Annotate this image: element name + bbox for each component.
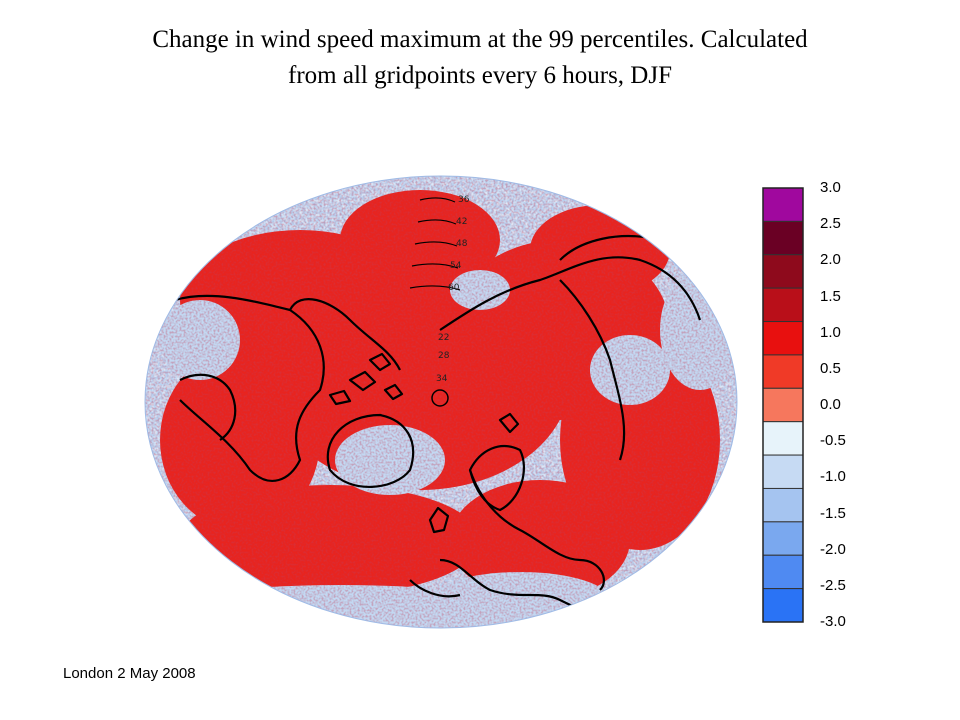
colorbar-segment	[762, 187, 804, 222]
slide-footer: London 2 May 2008	[63, 665, 196, 682]
contour-label: 54	[450, 261, 462, 271]
colorbar-tick-label: 2.0	[820, 251, 841, 269]
colorbar-segment	[762, 354, 804, 389]
colorbar-tick-label: 0.5	[820, 359, 841, 377]
colorbar-segment	[762, 421, 804, 456]
coastline-scandinavia	[468, 445, 525, 512]
colorbar-segment	[762, 487, 804, 523]
coastline-svalbard	[498, 412, 520, 434]
contour-label: 28	[438, 351, 450, 361]
pole-marker	[431, 389, 449, 407]
contour-line	[417, 219, 457, 225]
map-disc: 36 42 48 54 60 22 28 34	[145, 176, 737, 628]
slide-title: Change in wind speed maximum at the 99 p…	[60, 22, 900, 94]
contour-label: 48	[456, 239, 468, 249]
dark-red-speckle-layer	[145, 176, 737, 628]
colorbar-tick-label: -2.5	[820, 576, 846, 594]
colorbar-tick-label: 3.0	[820, 179, 841, 196]
colorbar-tick-label: 1.5	[820, 287, 841, 305]
colorbar-segment	[762, 588, 804, 623]
coastline-uk	[428, 506, 450, 534]
contour-label: 60	[448, 283, 460, 293]
contour-labels: 36 42 48 54 60 22 28 34	[436, 195, 470, 384]
slide-title-line2: from all gridpoints every 6 hours, DJF	[288, 62, 672, 89]
colorbar-tick-label: 0.0	[820, 396, 841, 413]
contour-line	[419, 197, 456, 203]
colorbar-segment	[762, 554, 804, 590]
colorbar-segment	[762, 521, 804, 556]
coastline-canadian-archipelago	[328, 352, 404, 406]
colorbar-tick-label: -3.0	[820, 613, 846, 630]
colorbar-tick-label: -2.0	[820, 540, 846, 558]
colorbar-tick-label: -1.0	[820, 468, 846, 486]
colorbar-frame	[762, 187, 804, 623]
contour-label: 36	[458, 195, 470, 205]
coastline-north-america	[174, 294, 401, 482]
colorbar-tick-label: -0.5	[820, 432, 846, 450]
colorbar-segment	[762, 287, 804, 323]
colorbar-segment	[762, 454, 804, 489]
contour-label: 42	[456, 217, 467, 227]
colorbar-segment	[762, 321, 804, 356]
colorbar-tick-label: 2.5	[820, 215, 841, 233]
colorbar-tick-label: 1.0	[820, 323, 841, 341]
contour-label: 22	[438, 333, 449, 343]
coastline-eurasia	[439, 256, 702, 461]
colorbar-segment	[762, 254, 804, 289]
coastline-greenland	[326, 413, 415, 489]
map-disc-edge	[144, 175, 738, 629]
contour-line	[411, 263, 459, 269]
contour-line	[409, 285, 461, 291]
colorbar-segment	[762, 387, 804, 423]
colorbar	[762, 187, 804, 623]
colorbar-segment	[762, 220, 804, 256]
slide-title-line1: Change in wind speed maximum at the 99 p…	[152, 26, 808, 53]
colorbar-tick-label: -1.5	[820, 504, 846, 522]
coastline-alaska	[179, 373, 237, 441]
contour-lines	[409, 197, 461, 291]
contour-line	[414, 241, 458, 247]
contour-label: 34	[436, 374, 448, 384]
